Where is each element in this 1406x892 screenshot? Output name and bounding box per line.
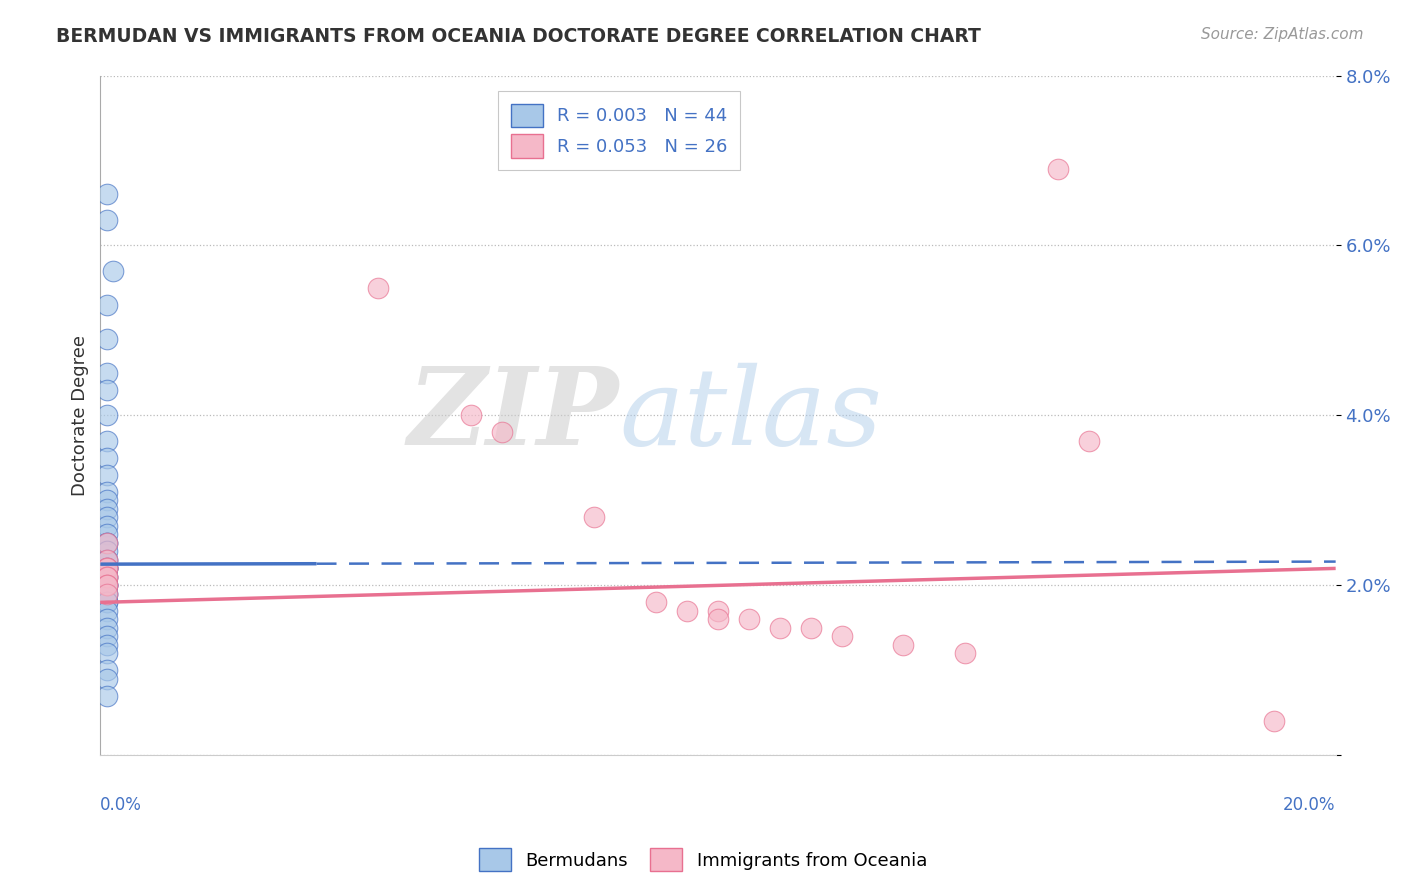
Text: atlas: atlas — [619, 363, 882, 468]
Point — [491, 425, 513, 440]
Point — [96, 570, 118, 584]
Text: ZIP: ZIP — [408, 362, 619, 468]
Point — [96, 450, 118, 465]
Point — [96, 553, 118, 567]
Point — [953, 646, 976, 660]
Point — [96, 536, 118, 550]
Point — [96, 595, 118, 609]
Point — [96, 536, 118, 550]
Point — [96, 689, 118, 703]
Point — [96, 502, 118, 516]
Text: 0.0%: 0.0% — [100, 797, 142, 814]
Point — [96, 553, 118, 567]
Point — [96, 578, 118, 592]
Point — [96, 484, 118, 499]
Point — [96, 493, 118, 508]
Point — [96, 570, 118, 584]
Point — [96, 638, 118, 652]
Point — [96, 587, 118, 601]
Point — [831, 629, 853, 643]
Point — [96, 434, 118, 448]
Point — [96, 519, 118, 533]
Point — [101, 264, 124, 278]
Point — [96, 536, 118, 550]
Point — [96, 612, 118, 626]
Point — [96, 383, 118, 397]
Point — [96, 664, 118, 678]
Point — [96, 298, 118, 312]
Point — [96, 570, 118, 584]
Text: Source: ZipAtlas.com: Source: ZipAtlas.com — [1201, 27, 1364, 42]
Legend: R = 0.003   N = 44, R = 0.053   N = 26: R = 0.003 N = 44, R = 0.053 N = 26 — [498, 91, 741, 170]
Point — [96, 646, 118, 660]
Point — [96, 604, 118, 618]
Point — [96, 578, 118, 592]
Point — [96, 561, 118, 575]
Point — [96, 578, 118, 592]
Point — [738, 612, 761, 626]
Point — [96, 213, 118, 227]
Point — [96, 587, 118, 601]
Point — [96, 587, 118, 601]
Point — [769, 621, 792, 635]
Point — [1077, 434, 1099, 448]
Legend: Bermudans, Immigrants from Oceania: Bermudans, Immigrants from Oceania — [471, 841, 935, 879]
Point — [676, 604, 699, 618]
Point — [96, 561, 118, 575]
Point — [800, 621, 823, 635]
Text: 20.0%: 20.0% — [1284, 797, 1336, 814]
Point — [96, 672, 118, 686]
Point — [96, 621, 118, 635]
Point — [96, 561, 118, 575]
Point — [1263, 714, 1285, 729]
Point — [96, 510, 118, 524]
Point — [583, 510, 606, 524]
Point — [460, 409, 482, 423]
Point — [707, 604, 730, 618]
Point — [96, 544, 118, 558]
Point — [96, 187, 118, 202]
Point — [96, 561, 118, 575]
Point — [96, 409, 118, 423]
Y-axis label: Doctorate Degree: Doctorate Degree — [72, 334, 89, 496]
Point — [891, 638, 914, 652]
Point — [96, 561, 118, 575]
Point — [96, 332, 118, 346]
Point — [96, 578, 118, 592]
Point — [96, 578, 118, 592]
Point — [96, 527, 118, 541]
Point — [96, 553, 118, 567]
Point — [96, 561, 118, 575]
Point — [367, 281, 389, 295]
Point — [1046, 161, 1069, 176]
Point — [96, 570, 118, 584]
Point — [707, 612, 730, 626]
Text: BERMUDAN VS IMMIGRANTS FROM OCEANIA DOCTORATE DEGREE CORRELATION CHART: BERMUDAN VS IMMIGRANTS FROM OCEANIA DOCT… — [56, 27, 981, 45]
Point — [96, 467, 118, 482]
Point — [645, 595, 668, 609]
Point — [96, 629, 118, 643]
Point — [96, 595, 118, 609]
Point — [96, 366, 118, 380]
